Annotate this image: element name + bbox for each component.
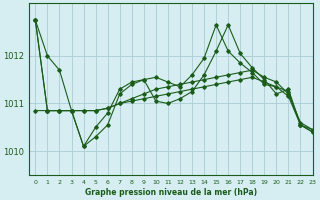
X-axis label: Graphe pression niveau de la mer (hPa): Graphe pression niveau de la mer (hPa)	[85, 188, 257, 197]
